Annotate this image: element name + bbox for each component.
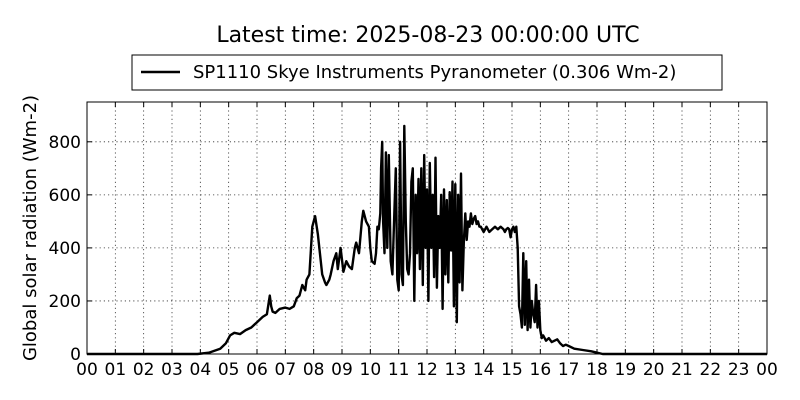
x-tick-label: 16	[530, 360, 552, 380]
x-tick-label: 13	[445, 360, 467, 380]
y-axis-ticks: 0 200 400 600 800	[49, 133, 767, 365]
y-tick-label: 400	[49, 239, 81, 259]
y-axis-label: Global solar radiation (Wm-2)	[20, 95, 41, 361]
x-tick-label: 02	[133, 360, 155, 380]
y-tick-label: 600	[49, 186, 81, 206]
legend-entry-label: SP1110 Skye Instruments Pyranometer (0.3…	[193, 62, 676, 83]
x-tick-label: 19	[615, 360, 637, 380]
x-tick-label: 14	[473, 360, 495, 380]
x-tick-label: 18	[586, 360, 608, 380]
x-tick-label: 12	[416, 360, 438, 380]
x-tick-label: 23	[728, 360, 750, 380]
x-tick-label: 21	[671, 360, 693, 380]
x-tick-label: 17	[558, 360, 580, 380]
y-tick-label: 0	[70, 345, 81, 365]
x-tick-label: 15	[501, 360, 523, 380]
x-tick-label: 03	[161, 360, 183, 380]
x-tick-label: 09	[331, 360, 353, 380]
chart-title: Latest time: 2025-08-23 00:00:00 UTC	[216, 23, 639, 48]
x-tick-label: 08	[303, 360, 325, 380]
x-tick-label: 11	[388, 360, 410, 380]
x-tick-label: 00	[756, 360, 778, 380]
series-line-0	[87, 124, 767, 356]
x-tick-label: 04	[190, 360, 212, 380]
legend: SP1110 Skye Instruments Pyranometer (0.3…	[131, 54, 723, 91]
y-tick-label: 800	[49, 133, 81, 153]
x-tick-label: 06	[246, 360, 268, 380]
x-axis-ticks: 00 01 02 03 04 05 06 07 08 09 10 11 12 13 14 15 16 17 18 19…	[76, 102, 778, 380]
series-layer	[87, 124, 767, 356]
grid-lines	[87, 102, 767, 354]
legend-box	[131, 54, 723, 91]
x-tick-label: 07	[275, 360, 297, 380]
y-tick-label: 200	[49, 292, 81, 312]
x-tick-label: 10	[360, 360, 382, 380]
x-tick-label: 00	[76, 360, 98, 380]
x-tick-label: 05	[218, 360, 240, 380]
x-tick-label: 22	[700, 360, 722, 380]
x-tick-label: 01	[105, 360, 127, 380]
x-tick-label: 20	[643, 360, 665, 380]
